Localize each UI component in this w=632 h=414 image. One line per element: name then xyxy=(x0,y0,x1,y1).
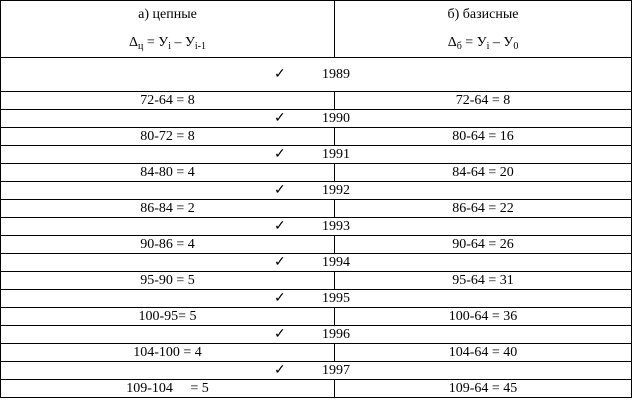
chain-cell: 86-84 = 2 xyxy=(0,199,335,218)
formula-text: Δ xyxy=(129,35,139,50)
chain-cell: 72-64 = 8 xyxy=(0,91,335,110)
table-body: а) цепные Δц = Уi – Уi-1 б) базисные Δб = У… xyxy=(0,0,632,398)
year-row: ✓ 1993 xyxy=(0,217,632,236)
header-cell: а) цепные Δц = Уi – Уi-1 xyxy=(0,0,335,58)
year: 1997 xyxy=(322,363,350,378)
base-cell: 95-64 = 31 xyxy=(334,271,632,290)
formula-text: = У xyxy=(143,35,169,50)
formula-subscript: i-1 xyxy=(194,41,206,52)
year-row: ✓ 1995 xyxy=(0,289,632,308)
checkmark: ✓ xyxy=(274,111,286,126)
year-cell: ✓ 1989 xyxy=(0,57,632,92)
table: а) цепные Δц = Уi – Уi-1 б) базисные Δб = У… xyxy=(0,0,632,398)
chain-cell: 104-100 = 4 xyxy=(0,343,335,362)
year: 1993 xyxy=(322,219,350,234)
year-row: ✓ 1991 xyxy=(0,145,632,164)
base-cell: 109-64 = 45 xyxy=(334,379,632,398)
header-cell: б) базисные Δб = Уi – У0 xyxy=(334,0,632,58)
year: 1994 xyxy=(322,255,350,270)
base-cell: 84-64 = 20 xyxy=(334,163,632,182)
checkmark: ✓ xyxy=(274,147,286,162)
year-row: ✓ 1989 xyxy=(0,57,632,92)
chain-cell: 90-86 = 4 xyxy=(0,235,335,254)
year: 1990 xyxy=(322,111,350,126)
data-row: 95-90 = 5 95-64 = 31 xyxy=(0,271,632,290)
header-formula: Δц = Уi – Уi-1 xyxy=(1,29,334,57)
formula-text: – У xyxy=(170,35,195,50)
header-formula: Δб = Уi – У0 xyxy=(335,29,631,57)
header-row: а) цепные Δц = Уi – Уi-1 б) базисные Δб = У… xyxy=(0,0,632,58)
base-cell: 80-64 = 16 xyxy=(334,127,632,146)
formula-subscript: б xyxy=(456,41,462,52)
chain-cell: 100-95= 5 xyxy=(0,307,335,326)
base-cell: 104-64 = 40 xyxy=(334,343,632,362)
year: 1991 xyxy=(322,147,350,162)
year: 1992 xyxy=(322,183,350,198)
checkmark: ✓ xyxy=(274,183,286,198)
formula-text: – У xyxy=(489,35,514,50)
formula-text: = У xyxy=(461,35,487,50)
checkmark: ✓ xyxy=(274,291,286,306)
header-title: б) базисные xyxy=(447,7,519,22)
formula-subscript: ц xyxy=(138,41,144,52)
data-row: 72-64 = 8 72-64 = 8 xyxy=(0,91,632,110)
formula-subscript: i xyxy=(168,41,171,52)
chain-cell: 84-80 = 4 xyxy=(0,163,335,182)
year-row: ✓ 1992 xyxy=(0,181,632,200)
chain-cell: 109-104 = 5 xyxy=(0,379,335,398)
data-row: 109-104 = 5 109-64 = 45 xyxy=(0,379,632,398)
data-row: 90-86 = 4 90-64 = 26 xyxy=(0,235,632,254)
data-row: 104-100 = 4 104-64 = 40 xyxy=(0,343,632,362)
base-cell: 72-64 = 8 xyxy=(334,91,632,110)
year-cell: ✓ 1992 xyxy=(0,181,632,200)
year-cell: ✓ 1994 xyxy=(0,253,632,272)
chain-cell: 80-72 = 8 xyxy=(0,127,335,146)
base-cell: 90-64 = 26 xyxy=(334,235,632,254)
formula-subscript: i xyxy=(486,41,490,52)
formula-subscript: 0 xyxy=(513,41,519,52)
data-row: 80-72 = 8 80-64 = 16 xyxy=(0,127,632,146)
year-row: ✓ 1997 xyxy=(0,361,632,380)
data-row: 100-95= 5 100-64 = 36 xyxy=(0,307,632,326)
formula-text: Δ xyxy=(447,35,457,50)
checkmark: ✓ xyxy=(274,219,286,234)
checkmark: ✓ xyxy=(274,327,286,342)
base-cell: 86-64 = 22 xyxy=(334,199,632,218)
base-cell: 100-64 = 36 xyxy=(334,307,632,326)
data-row: 84-80 = 4 84-64 = 20 xyxy=(0,163,632,182)
year-row: ✓ 1994 xyxy=(0,253,632,272)
year-cell: ✓ 1996 xyxy=(0,325,632,344)
header-title: а) цепные xyxy=(138,7,197,22)
data-row: 86-84 = 2 86-64 = 22 xyxy=(0,199,632,218)
checkmark: ✓ xyxy=(274,255,286,270)
checkmark: ✓ xyxy=(274,363,286,378)
year: 1996 xyxy=(322,327,350,342)
year-cell: ✓ 1995 xyxy=(0,289,632,308)
year-row: ✓ 1990 xyxy=(0,109,632,128)
year-row: ✓ 1996 xyxy=(0,325,632,344)
year-cell: ✓ 1991 xyxy=(0,145,632,164)
chain-cell: 95-90 = 5 xyxy=(0,271,335,290)
year: 1995 xyxy=(322,291,350,306)
year: 1989 xyxy=(322,67,350,82)
year-cell: ✓ 1997 xyxy=(0,361,632,380)
checkmark: ✓ xyxy=(274,67,286,82)
year-cell: ✓ 1993 xyxy=(0,217,632,236)
year-cell: ✓ 1990 xyxy=(0,109,632,128)
